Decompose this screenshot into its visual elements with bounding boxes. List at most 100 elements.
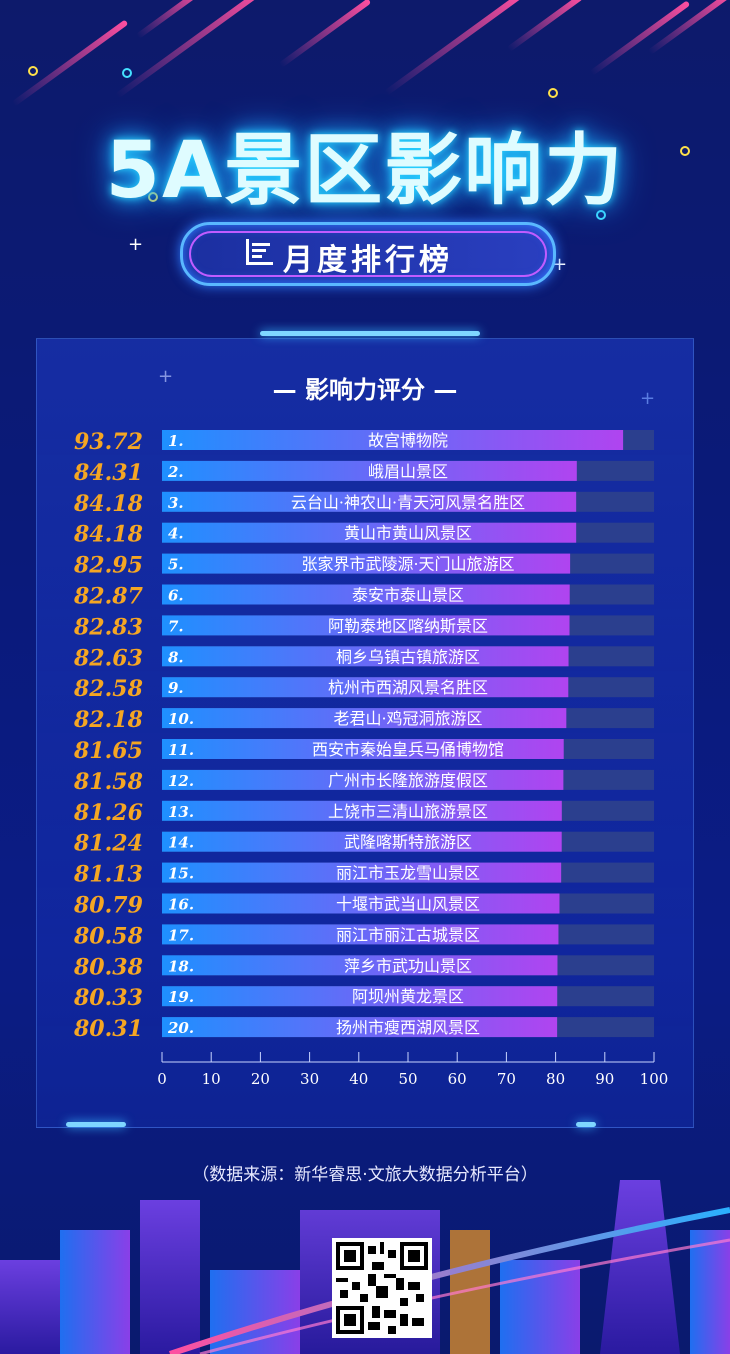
value-label: 81.58 bbox=[73, 769, 143, 795]
category-label: 张家界市武陵源·天门山旅游区 bbox=[301, 555, 514, 574]
rank-label: 4. bbox=[168, 525, 184, 543]
value-label: 84.18 bbox=[73, 522, 143, 548]
category-label: 云台山·神农山·青天河风景名胜区 bbox=[291, 493, 525, 512]
bar bbox=[162, 1017, 558, 1038]
x-tick-label: 80 bbox=[546, 1070, 565, 1088]
rank-label: 10. bbox=[168, 710, 194, 728]
rank-label: 7. bbox=[168, 617, 184, 635]
value-label: 80.79 bbox=[73, 893, 143, 919]
rank-label: 8. bbox=[168, 648, 184, 666]
category-label: 泰安市泰山景区 bbox=[352, 586, 464, 605]
bar bbox=[162, 862, 562, 883]
bar bbox=[162, 460, 577, 481]
panel-glow bbox=[260, 331, 480, 336]
x-tick-label: 100 bbox=[640, 1070, 669, 1088]
value-label: 84.18 bbox=[73, 491, 143, 517]
rank-label: 3. bbox=[168, 494, 184, 512]
category-label: 故宫博物院 bbox=[368, 431, 448, 450]
bar bbox=[162, 893, 560, 914]
value-label: 82.95 bbox=[73, 553, 143, 579]
category-label: 老君山·鸡冠洞旅游区 bbox=[333, 709, 482, 728]
x-tick-label: 0 bbox=[157, 1070, 167, 1088]
bar bbox=[162, 584, 570, 605]
decorative-plus: + bbox=[128, 234, 144, 255]
x-tick-label: 10 bbox=[202, 1070, 221, 1088]
category-label: 萍乡市武功山景区 bbox=[344, 956, 472, 975]
rank-label: 2. bbox=[167, 463, 184, 481]
rank-label: 18. bbox=[168, 957, 194, 975]
x-tick-label: 60 bbox=[448, 1070, 467, 1088]
bar bbox=[162, 708, 567, 729]
value-label: 80.58 bbox=[73, 923, 143, 949]
decorative-dot bbox=[680, 146, 690, 156]
qr-code[interactable] bbox=[332, 1238, 432, 1338]
bar bbox=[162, 924, 559, 945]
category-label: 广州市长隆旅游度假区 bbox=[328, 771, 488, 790]
value-label: 81.26 bbox=[73, 800, 143, 826]
x-tick-label: 90 bbox=[595, 1070, 614, 1088]
decorative-dot bbox=[28, 66, 38, 76]
rank-label: 6. bbox=[168, 587, 184, 605]
category-label: 黄山市黄山风景区 bbox=[344, 524, 472, 543]
decorative-plus: + bbox=[552, 254, 568, 275]
chart-title: — 影响力评分 — bbox=[272, 376, 458, 404]
rank-label: 11. bbox=[168, 741, 194, 759]
city-skyline-illustration bbox=[0, 1180, 730, 1354]
bar-chart-icon bbox=[246, 239, 273, 265]
bar bbox=[162, 646, 569, 667]
decorative-dot bbox=[148, 192, 158, 202]
bar bbox=[162, 677, 569, 698]
bar bbox=[162, 739, 564, 759]
bar bbox=[162, 769, 564, 790]
subtitle-text: 月度排行榜 bbox=[283, 243, 453, 278]
value-label: 81.13 bbox=[73, 862, 143, 888]
panel-glow bbox=[66, 1122, 126, 1127]
decorative-dot bbox=[596, 210, 606, 220]
decorative-dot bbox=[122, 68, 132, 78]
bar bbox=[162, 955, 558, 976]
value-label: 82.87 bbox=[73, 584, 144, 610]
category-label: 桐乡乌镇古镇旅游区 bbox=[336, 647, 480, 666]
category-label: 扬州市瘦西湖风景区 bbox=[336, 1018, 480, 1037]
category-label: 丽江市丽江古城景区 bbox=[336, 925, 480, 944]
rank-label: 14. bbox=[168, 834, 194, 852]
x-tick-label: 20 bbox=[251, 1070, 270, 1088]
page-title: 5A景区影响力 bbox=[105, 126, 625, 216]
rank-label: 19. bbox=[168, 988, 194, 1006]
category-label: 十堰市武当山风景区 bbox=[336, 895, 480, 914]
bar bbox=[162, 522, 577, 543]
bar bbox=[162, 986, 558, 1007]
rank-label: 13. bbox=[168, 803, 194, 821]
x-tick-label: 70 bbox=[497, 1070, 516, 1088]
value-label: 82.58 bbox=[73, 676, 143, 702]
value-label: 82.18 bbox=[73, 707, 143, 733]
panel-glow bbox=[576, 1122, 596, 1127]
category-label: 阿勒泰地区喀纳斯景区 bbox=[328, 616, 488, 635]
bar bbox=[162, 831, 562, 852]
value-label: 81.24 bbox=[73, 831, 143, 857]
bar bbox=[162, 491, 577, 512]
rank-label: 5. bbox=[168, 556, 184, 574]
decorative-dot bbox=[548, 88, 558, 98]
category-label: 丽江市玉龙雪山景区 bbox=[336, 864, 480, 883]
rank-label: 15. bbox=[168, 865, 194, 883]
rank-label: 17. bbox=[168, 926, 194, 944]
category-label: 阿坝州黄龙景区 bbox=[352, 987, 464, 1006]
x-tick-label: 30 bbox=[300, 1070, 319, 1088]
value-label: 84.31 bbox=[73, 460, 143, 486]
bar bbox=[162, 800, 562, 821]
rank-label: 12. bbox=[168, 772, 194, 790]
x-tick-label: 50 bbox=[398, 1070, 417, 1088]
data-source-note: （数据来源：新华睿思·文旅大数据分析平台） bbox=[192, 1165, 538, 1185]
subtitle-badge: 月度排行榜 bbox=[180, 222, 556, 286]
value-label: 80.38 bbox=[73, 954, 143, 980]
value-label: 82.63 bbox=[73, 645, 143, 671]
value-label: 80.31 bbox=[73, 1016, 143, 1042]
value-label: 82.83 bbox=[73, 614, 143, 640]
value-label: 80.33 bbox=[73, 985, 143, 1011]
rank-label: 9. bbox=[168, 679, 184, 697]
rank-label: 1. bbox=[168, 432, 184, 450]
category-label: 上饶市三清山旅游景区 bbox=[328, 802, 488, 821]
value-label: 93.72 bbox=[74, 429, 143, 455]
